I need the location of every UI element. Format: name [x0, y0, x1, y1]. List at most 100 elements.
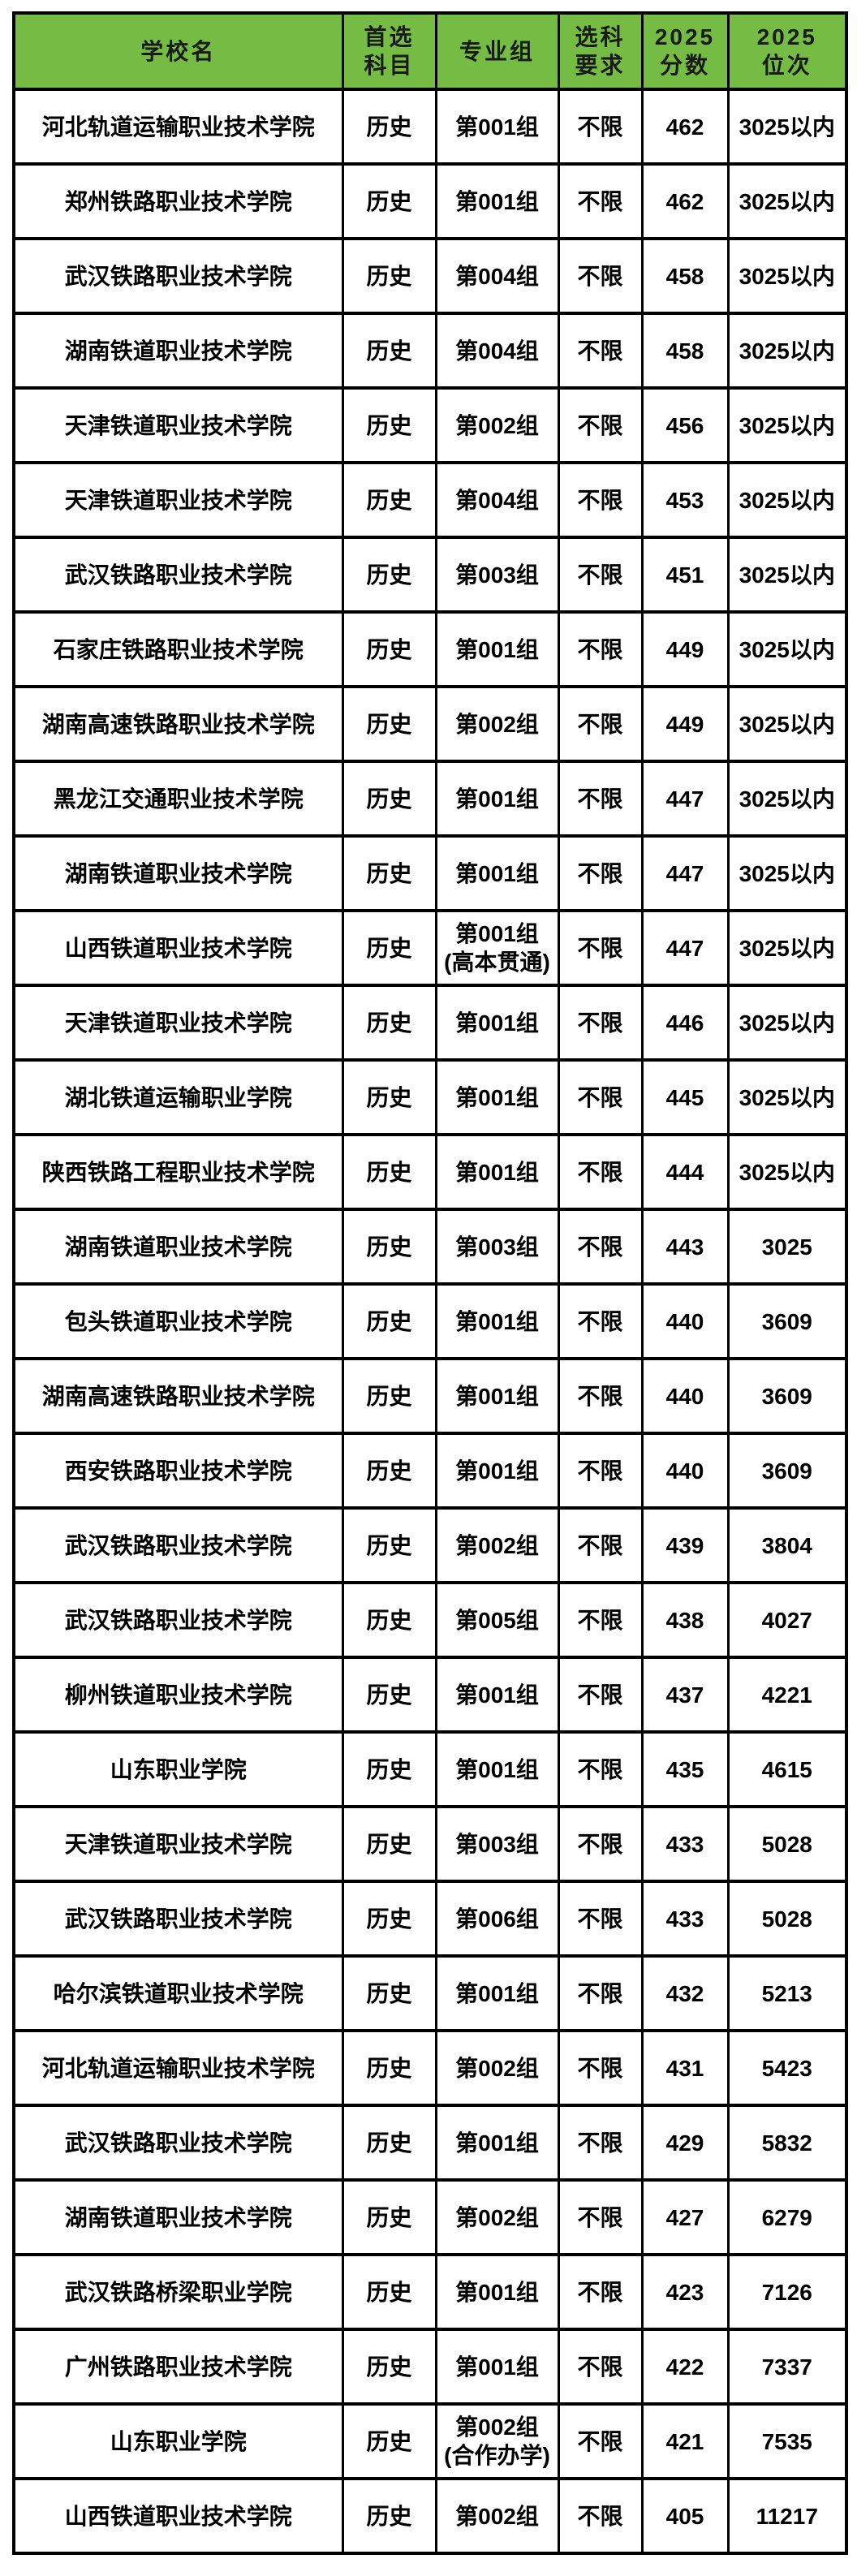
table-row: 湖南高速铁路职业技术学院 历史 第001组 不限 440 3609 [12, 1357, 848, 1435]
cell-group: 第002组 [434, 2178, 560, 2256]
cell-group: 第002组 [434, 685, 560, 763]
cell-score2025: 445 [640, 1058, 730, 1136]
cell-subject: 历史 [341, 237, 437, 315]
table-row: 郑州铁路职业技术学院 历史 第001组 不限 462 3025以内 [12, 162, 848, 240]
cell-school: 山东职业学院 [12, 1730, 344, 1808]
cell-school: 山西铁道职业技术学院 [12, 909, 344, 987]
cell-score2025: 447 [640, 760, 730, 838]
cell-subject: 历史 [341, 2253, 437, 2331]
cell-school: 天津铁道职业技术学院 [12, 461, 344, 539]
cell-requirement: 不限 [557, 1730, 644, 1808]
cell-score2025: 427 [640, 2178, 730, 2256]
cell-subject: 历史 [341, 2178, 437, 2256]
cell-requirement: 不限 [557, 909, 644, 987]
cell-rank2025: 3609 [726, 1432, 848, 1510]
cell-group: 第006组 [434, 1880, 560, 1958]
cell-subject: 历史 [341, 1581, 437, 1659]
table-header: 学校名 首选 科目 专业组 选科 要求 2025 分数 2025 位次 [12, 11, 848, 91]
cell-subject: 历史 [341, 1432, 437, 1510]
cell-requirement: 不限 [557, 536, 644, 614]
cell-score2025: 458 [640, 237, 730, 315]
cell-rank2025: 4027 [726, 1581, 848, 1659]
cell-rank2025: 3025以内 [726, 461, 848, 539]
cell-requirement: 不限 [557, 88, 644, 166]
cell-subject: 历史 [341, 2477, 437, 2555]
cell-group: 第001组 (高本贯通) [434, 909, 560, 987]
cell-group: 第001组 [434, 2104, 560, 2182]
cell-score2025: 447 [640, 834, 730, 912]
cell-school: 湖南铁道职业技术学院 [12, 834, 344, 912]
cell-group: 第002组 (合作办学) [434, 2402, 560, 2480]
cell-group: 第001组 [434, 1133, 560, 1211]
cell-school: 包头铁道职业技术学院 [12, 1282, 344, 1360]
cell-score2025: 447 [640, 909, 730, 987]
cell-subject: 历史 [341, 1208, 437, 1286]
cell-requirement: 不限 [557, 1805, 644, 1883]
cell-rank2025: 7337 [726, 2328, 848, 2406]
cell-subject: 历史 [341, 162, 437, 240]
table-row: 山东职业学院 历史 第001组 不限 435 4615 [12, 1730, 848, 1808]
cell-subject: 历史 [341, 536, 437, 614]
cell-group: 第001组 [434, 760, 560, 838]
table-row: 武汉铁路职业技术学院 历史 第003组 不限 451 3025以内 [12, 536, 848, 614]
cell-school: 武汉铁路职业技术学院 [12, 1581, 344, 1659]
cell-rank2025: 3025以内 [726, 88, 848, 166]
table-row: 武汉铁路职业技术学院 历史 第005组 不限 438 4027 [12, 1581, 848, 1659]
table-row: 河北轨道运输职业技术学院 历史 第002组 不限 431 5423 [12, 2029, 848, 2107]
table-row: 柳州铁道职业技术学院 历史 第001组 不限 437 4221 [12, 1656, 848, 1734]
cell-subject: 历史 [341, 1282, 437, 1360]
cell-school: 黑龙江交通职业技术学院 [12, 760, 344, 838]
table-row: 天津铁道职业技术学院 历史 第003组 不限 433 5028 [12, 1805, 848, 1883]
cell-rank2025: 4615 [726, 1730, 848, 1808]
cell-subject: 历史 [341, 760, 437, 838]
cell-group: 第004组 [434, 461, 560, 539]
cell-subject: 历史 [341, 984, 437, 1062]
cell-school: 湖南铁道职业技术学院 [12, 2178, 344, 2256]
cell-rank2025: 3025以内 [726, 610, 848, 688]
cell-school: 山东职业学院 [12, 2402, 344, 2480]
table-row: 湖北铁道运输职业学院 历史 第001组 不限 445 3025以内 [12, 1058, 848, 1136]
cell-rank2025: 3609 [726, 1357, 848, 1435]
cell-rank2025: 7126 [726, 2253, 848, 2331]
cell-requirement: 不限 [557, 2402, 644, 2480]
cell-school: 湖南铁道职业技术学院 [12, 1208, 344, 1286]
table-row: 武汉铁路职业技术学院 历史 第004组 不限 458 3025以内 [12, 237, 848, 315]
cell-group: 第001组 [434, 2328, 560, 2406]
table-row: 陕西铁路工程职业技术学院 历史 第001组 不限 444 3025以内 [12, 1133, 848, 1211]
table-row: 湖南铁道职业技术学院 历史 第001组 不限 447 3025以内 [12, 834, 848, 912]
cell-requirement: 不限 [557, 1133, 644, 1211]
cell-school: 湖南高速铁路职业技术学院 [12, 685, 344, 763]
cell-subject: 历史 [341, 386, 437, 464]
cell-rank2025: 5028 [726, 1805, 848, 1883]
cell-school: 武汉铁路桥梁职业学院 [12, 2253, 344, 2331]
cell-requirement: 不限 [557, 2328, 644, 2406]
cell-score2025: 429 [640, 2104, 730, 2182]
cell-group: 第001组 [434, 1954, 560, 2032]
cell-group: 第001组 [434, 834, 560, 912]
cell-score2025: 451 [640, 536, 730, 614]
table-row: 哈尔滨铁道职业技术学院 历史 第001组 不限 432 5213 [12, 1954, 848, 2032]
cell-rank2025: 3025 [726, 1208, 848, 1286]
table-row: 天津铁道职业技术学院 历史 第002组 不限 456 3025以内 [12, 386, 848, 464]
cell-requirement: 不限 [557, 685, 644, 763]
cell-rank2025: 3025以内 [726, 909, 848, 987]
cell-subject: 历史 [341, 610, 437, 688]
cell-school: 哈尔滨铁道职业技术学院 [12, 1954, 344, 2032]
cell-requirement: 不限 [557, 1208, 644, 1286]
cell-rank2025: 3025以内 [726, 386, 848, 464]
cell-requirement: 不限 [557, 312, 644, 390]
cell-subject: 历史 [341, 1506, 437, 1584]
table-row: 山西铁道职业技术学院 历史 第002组 不限 405 11217 [12, 2477, 848, 2555]
cell-subject: 历史 [341, 1730, 437, 1808]
table-row: 河北轨道运输职业技术学院 历史 第001组 不限 462 3025以内 [12, 88, 848, 166]
cell-score2025: 449 [640, 685, 730, 763]
table-row: 武汉铁路职业技术学院 历史 第001组 不限 429 5832 [12, 2104, 848, 2182]
cell-group: 第003组 [434, 1208, 560, 1286]
cell-score2025: 444 [640, 1133, 730, 1211]
cell-subject: 历史 [341, 461, 437, 539]
column-header-score2025: 2025 分数 [640, 11, 730, 91]
column-header-subject: 首选 科目 [341, 11, 437, 91]
table-row: 湖南铁道职业技术学院 历史 第004组 不限 458 3025以内 [12, 312, 848, 390]
table-body: 河北轨道运输职业技术学院 历史 第001组 不限 462 3025以内 郑州铁路职业技术学院… [12, 88, 848, 2555]
admission-score-table: 学校名 首选 科目 专业组 选科 要求 2025 分数 2025 位次 河北轨道运输职业技… [12, 11, 848, 2555]
